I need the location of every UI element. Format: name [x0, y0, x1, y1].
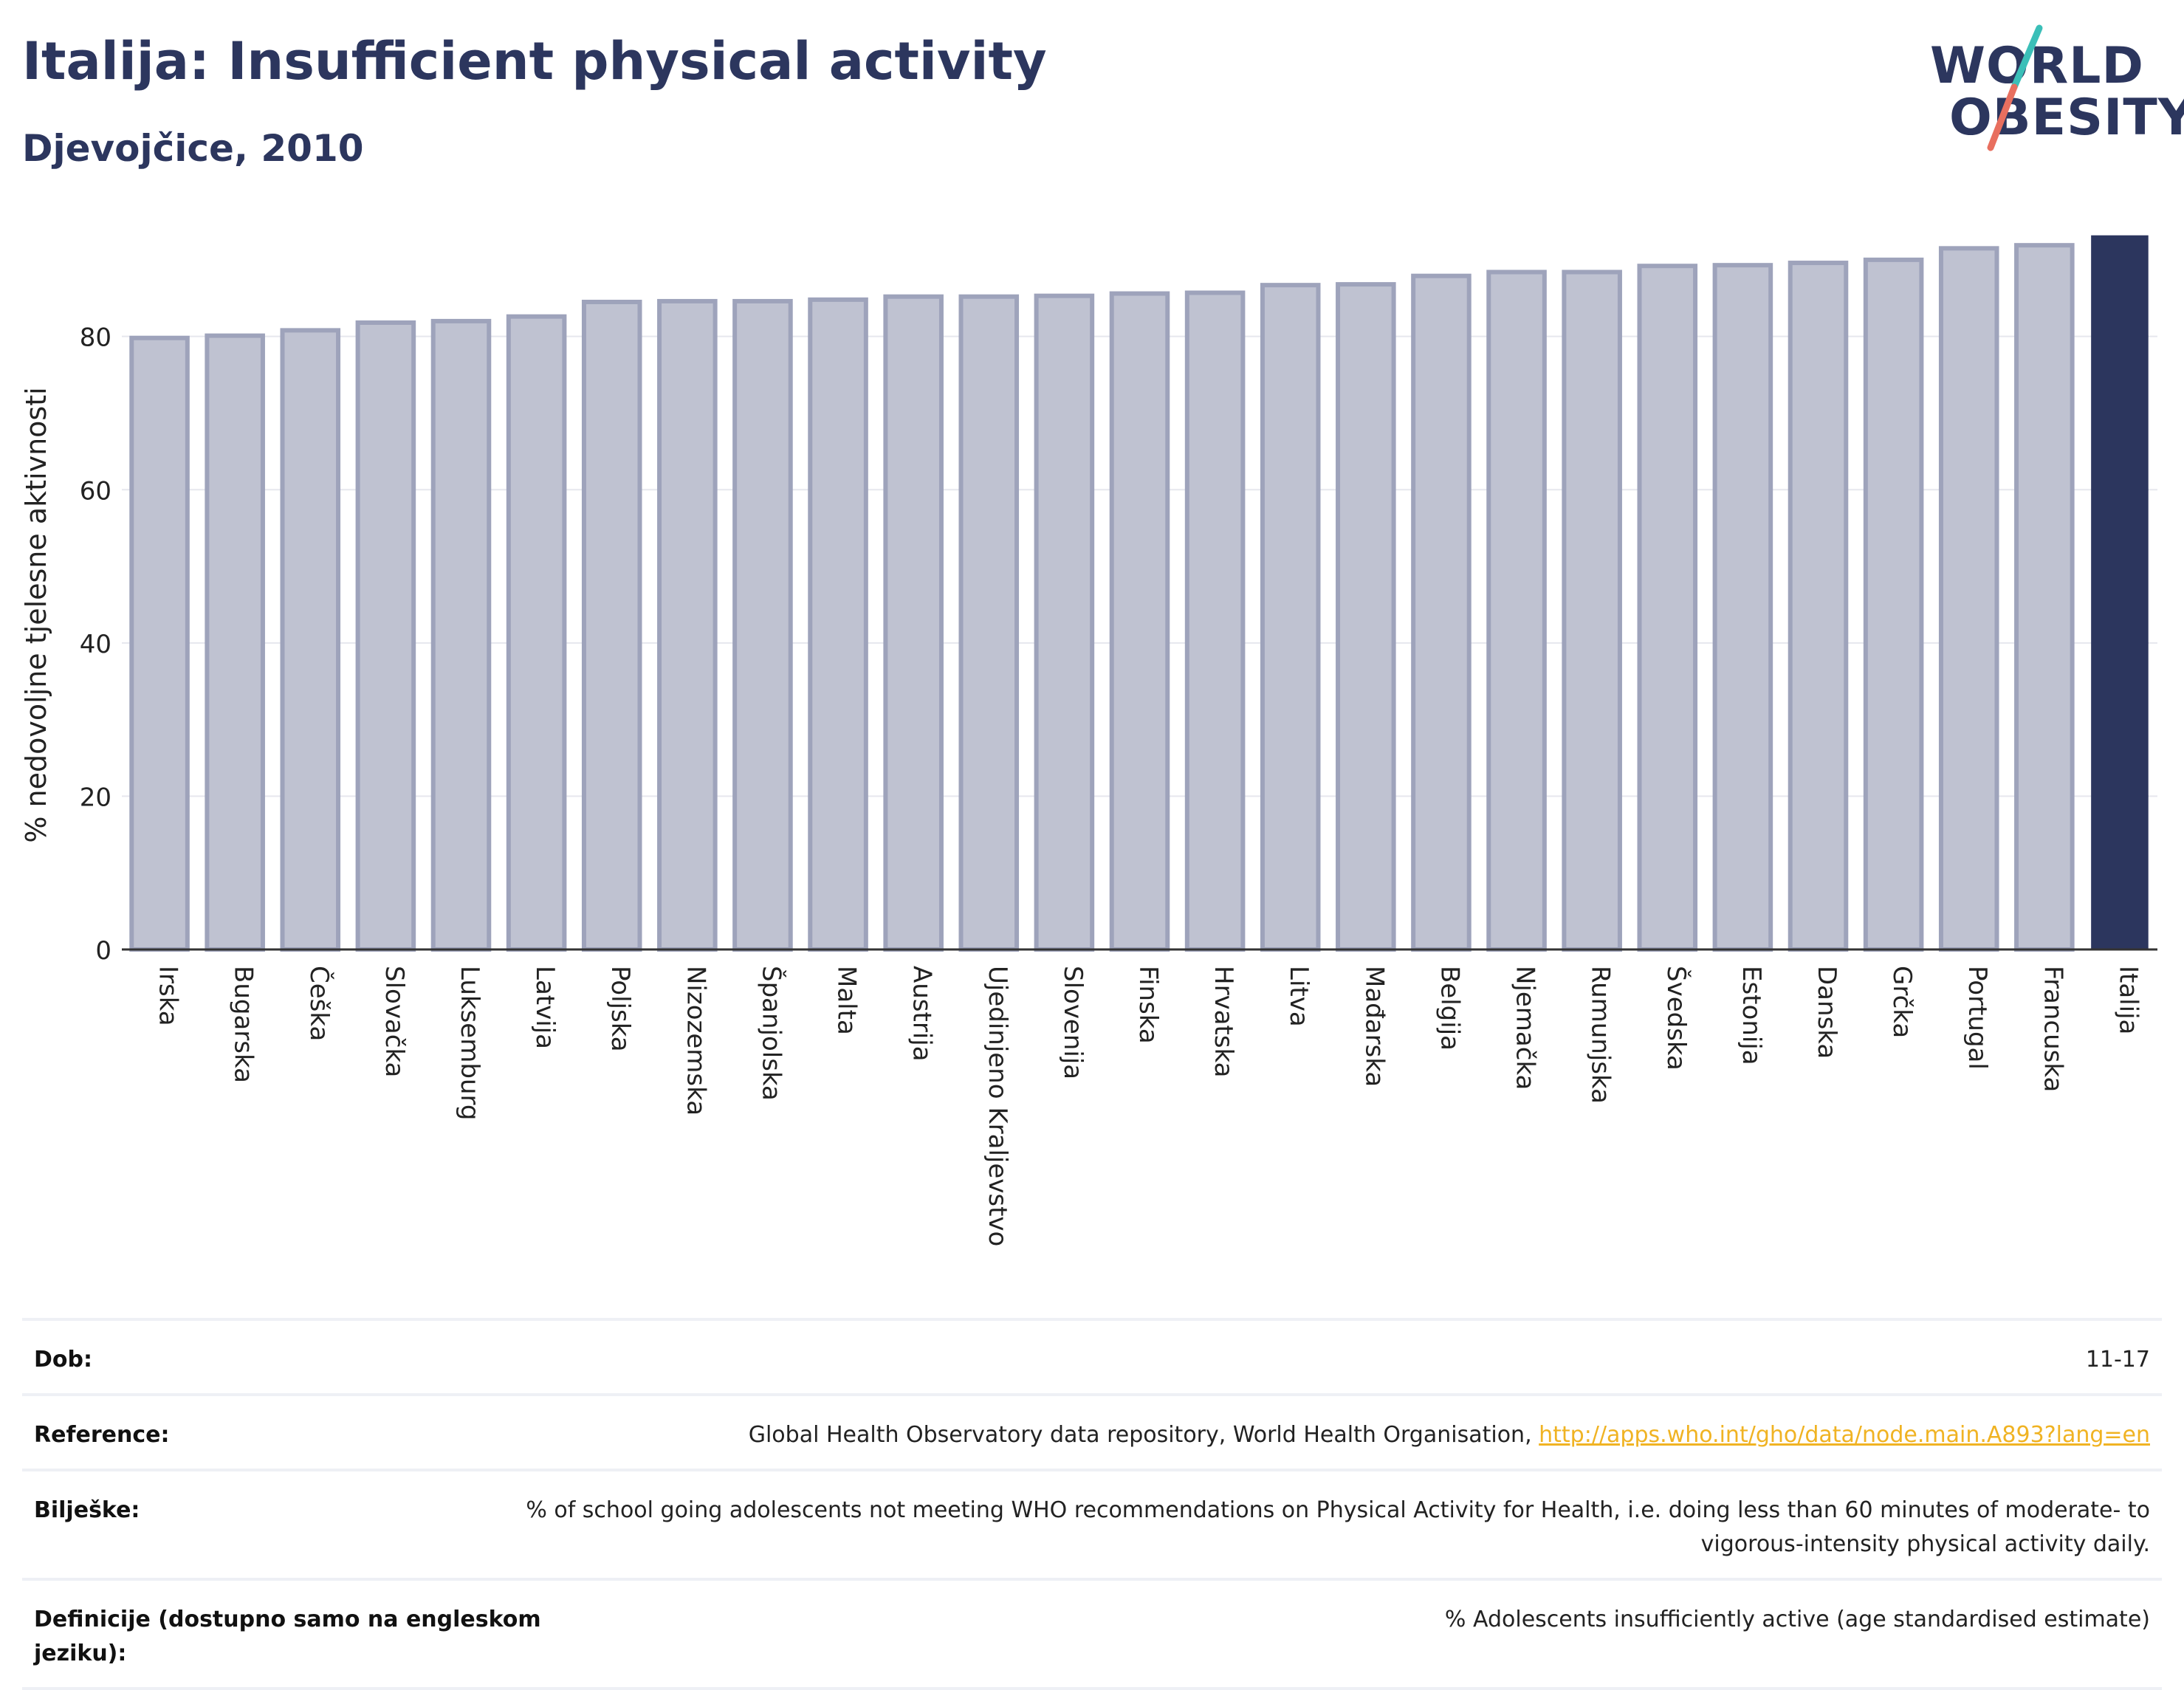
x-tick-label: Danska: [1812, 966, 1841, 1059]
bar-irska: [129, 335, 190, 952]
bar-bugarska: [205, 333, 265, 952]
bar-španjolska: [732, 298, 793, 952]
x-tick-label: Nizozemska: [681, 966, 710, 1116]
meta-row-age: Dob: 11-17: [22, 1318, 2162, 1393]
bar-češka: [280, 328, 341, 952]
meta-label: Reference:: [34, 1422, 170, 1448]
reference-link[interactable]: http://apps.who.int/gho/data/node.main.A…: [1539, 1422, 2150, 1448]
x-tick-label: Latvija: [530, 966, 560, 1049]
x-tick-label: Malta: [832, 966, 862, 1035]
bar-malta: [808, 297, 868, 952]
bar-nizozemska: [657, 298, 718, 952]
y-axis-label: % nedovoljne tjelesne aktivnosti: [20, 387, 52, 842]
meta-value: Global Health Observatory data repositor…: [580, 1418, 2150, 1452]
logo-slash-icon: [1987, 24, 2043, 151]
bar-belgija: [1411, 273, 1472, 952]
bar-estonija: [1712, 263, 1773, 952]
x-tick-label: Italija: [2113, 966, 2143, 1034]
logo-line-2: OBESITY: [1949, 89, 2184, 147]
x-tick-label: Francuska: [2038, 966, 2067, 1092]
x-tick-label: Mađarska: [1359, 966, 1389, 1087]
x-tick-label: Slovenija: [1058, 966, 1088, 1079]
bar-ujedinjeno-kraljevstvo: [958, 294, 1020, 952]
bar-finska: [1109, 291, 1170, 952]
y-tick-label: 40: [80, 630, 111, 659]
meta-row-notes: Bilješke: % of school going adolescents …: [22, 1469, 2162, 1578]
meta-value: % Adolescents insufficiently active (age…: [1444, 1607, 2150, 1632]
y-tick-label: 60: [80, 476, 111, 506]
bar-mađarska: [1336, 282, 1396, 952]
reference-text: Global Health Observatory data repositor…: [748, 1422, 1539, 1448]
x-tick-label: Grčka: [1887, 966, 1917, 1038]
x-tick-label: Luksemburg: [455, 966, 484, 1120]
meta-label: Definicije (dostupno samo na engleskom j…: [34, 1607, 541, 1666]
y-tick-label: 20: [80, 783, 111, 812]
x-tick-label: Njemačka: [1511, 966, 1540, 1090]
bar-danska: [1788, 261, 1849, 952]
x-tick-label: Austrija: [907, 966, 937, 1062]
x-tick-label: Slovačka: [380, 966, 409, 1077]
meta-value: % of school going adolescents not meetin…: [526, 1497, 2150, 1557]
bar-grčka: [1863, 257, 1924, 952]
metadata-table: Dob: 11-17 Reference: Global Health Obse…: [22, 1318, 2162, 1690]
x-tick-label: Rumunjska: [1586, 966, 1615, 1104]
page-subtitle: Djevojčice, 2010: [22, 127, 364, 170]
x-tick-label: Španjolska: [756, 966, 786, 1101]
x-tick-label: Švedska: [1661, 966, 1692, 1071]
bar-chart: 0 20 40 60 80 Irska Bugarska Češka Slovačka Lukse…: [20, 235, 2157, 1246]
bar-hrvatska: [1184, 290, 1246, 952]
x-tick-label: Finska: [1133, 966, 1163, 1044]
x-tick-label: Portugal: [1962, 966, 1992, 1070]
x-tick-label: Ujedinjeno Kraljevstvo: [983, 966, 1012, 1246]
world-obesity-logo: WORLD OBESITY: [1920, 15, 2184, 162]
meta-row-reference: Reference: Global Health Observatory dat…: [22, 1393, 2162, 1469]
bar-portugal: [1938, 246, 1999, 952]
bar-francuska: [2014, 243, 2075, 952]
logo-line-1: WORLD: [1930, 37, 2144, 95]
x-tick-label: Češka: [304, 966, 334, 1041]
meta-label: Dob:: [34, 1347, 92, 1373]
bar-italija: [2091, 235, 2149, 951]
page-title: Italija: Insufficient physical activity: [22, 31, 1047, 92]
bar-njemačka: [1486, 269, 1547, 952]
x-tick-label: Belgija: [1435, 966, 1464, 1051]
bar-slovačka: [355, 320, 416, 952]
bar-litva: [1260, 283, 1321, 952]
bar-austrija: [883, 294, 944, 952]
y-tick-label: 80: [80, 323, 111, 353]
x-tick-label: Hrvatska: [1209, 966, 1238, 1077]
x-tick-label: Irska: [154, 966, 183, 1026]
bar-latvija: [506, 314, 567, 952]
meta-label: Bilješke:: [34, 1497, 140, 1523]
meta-row-definitions: Definicije (dostupno samo na engleskom j…: [22, 1578, 2162, 1690]
bar-slovenija: [1034, 293, 1095, 952]
x-tick-label: Bugarska: [229, 966, 258, 1083]
x-tick-label: Poljska: [605, 966, 635, 1052]
bar-luksemburg: [430, 318, 492, 952]
x-tick-label: Estonija: [1737, 966, 1766, 1065]
meta-value: 11-17: [2085, 1347, 2150, 1373]
x-tick-label: Litva: [1284, 966, 1314, 1027]
bar-poljska: [581, 299, 642, 952]
bar-rumunjska: [1562, 269, 1622, 952]
bar-švedska: [1637, 264, 1698, 952]
y-tick-label: 0: [95, 936, 111, 966]
